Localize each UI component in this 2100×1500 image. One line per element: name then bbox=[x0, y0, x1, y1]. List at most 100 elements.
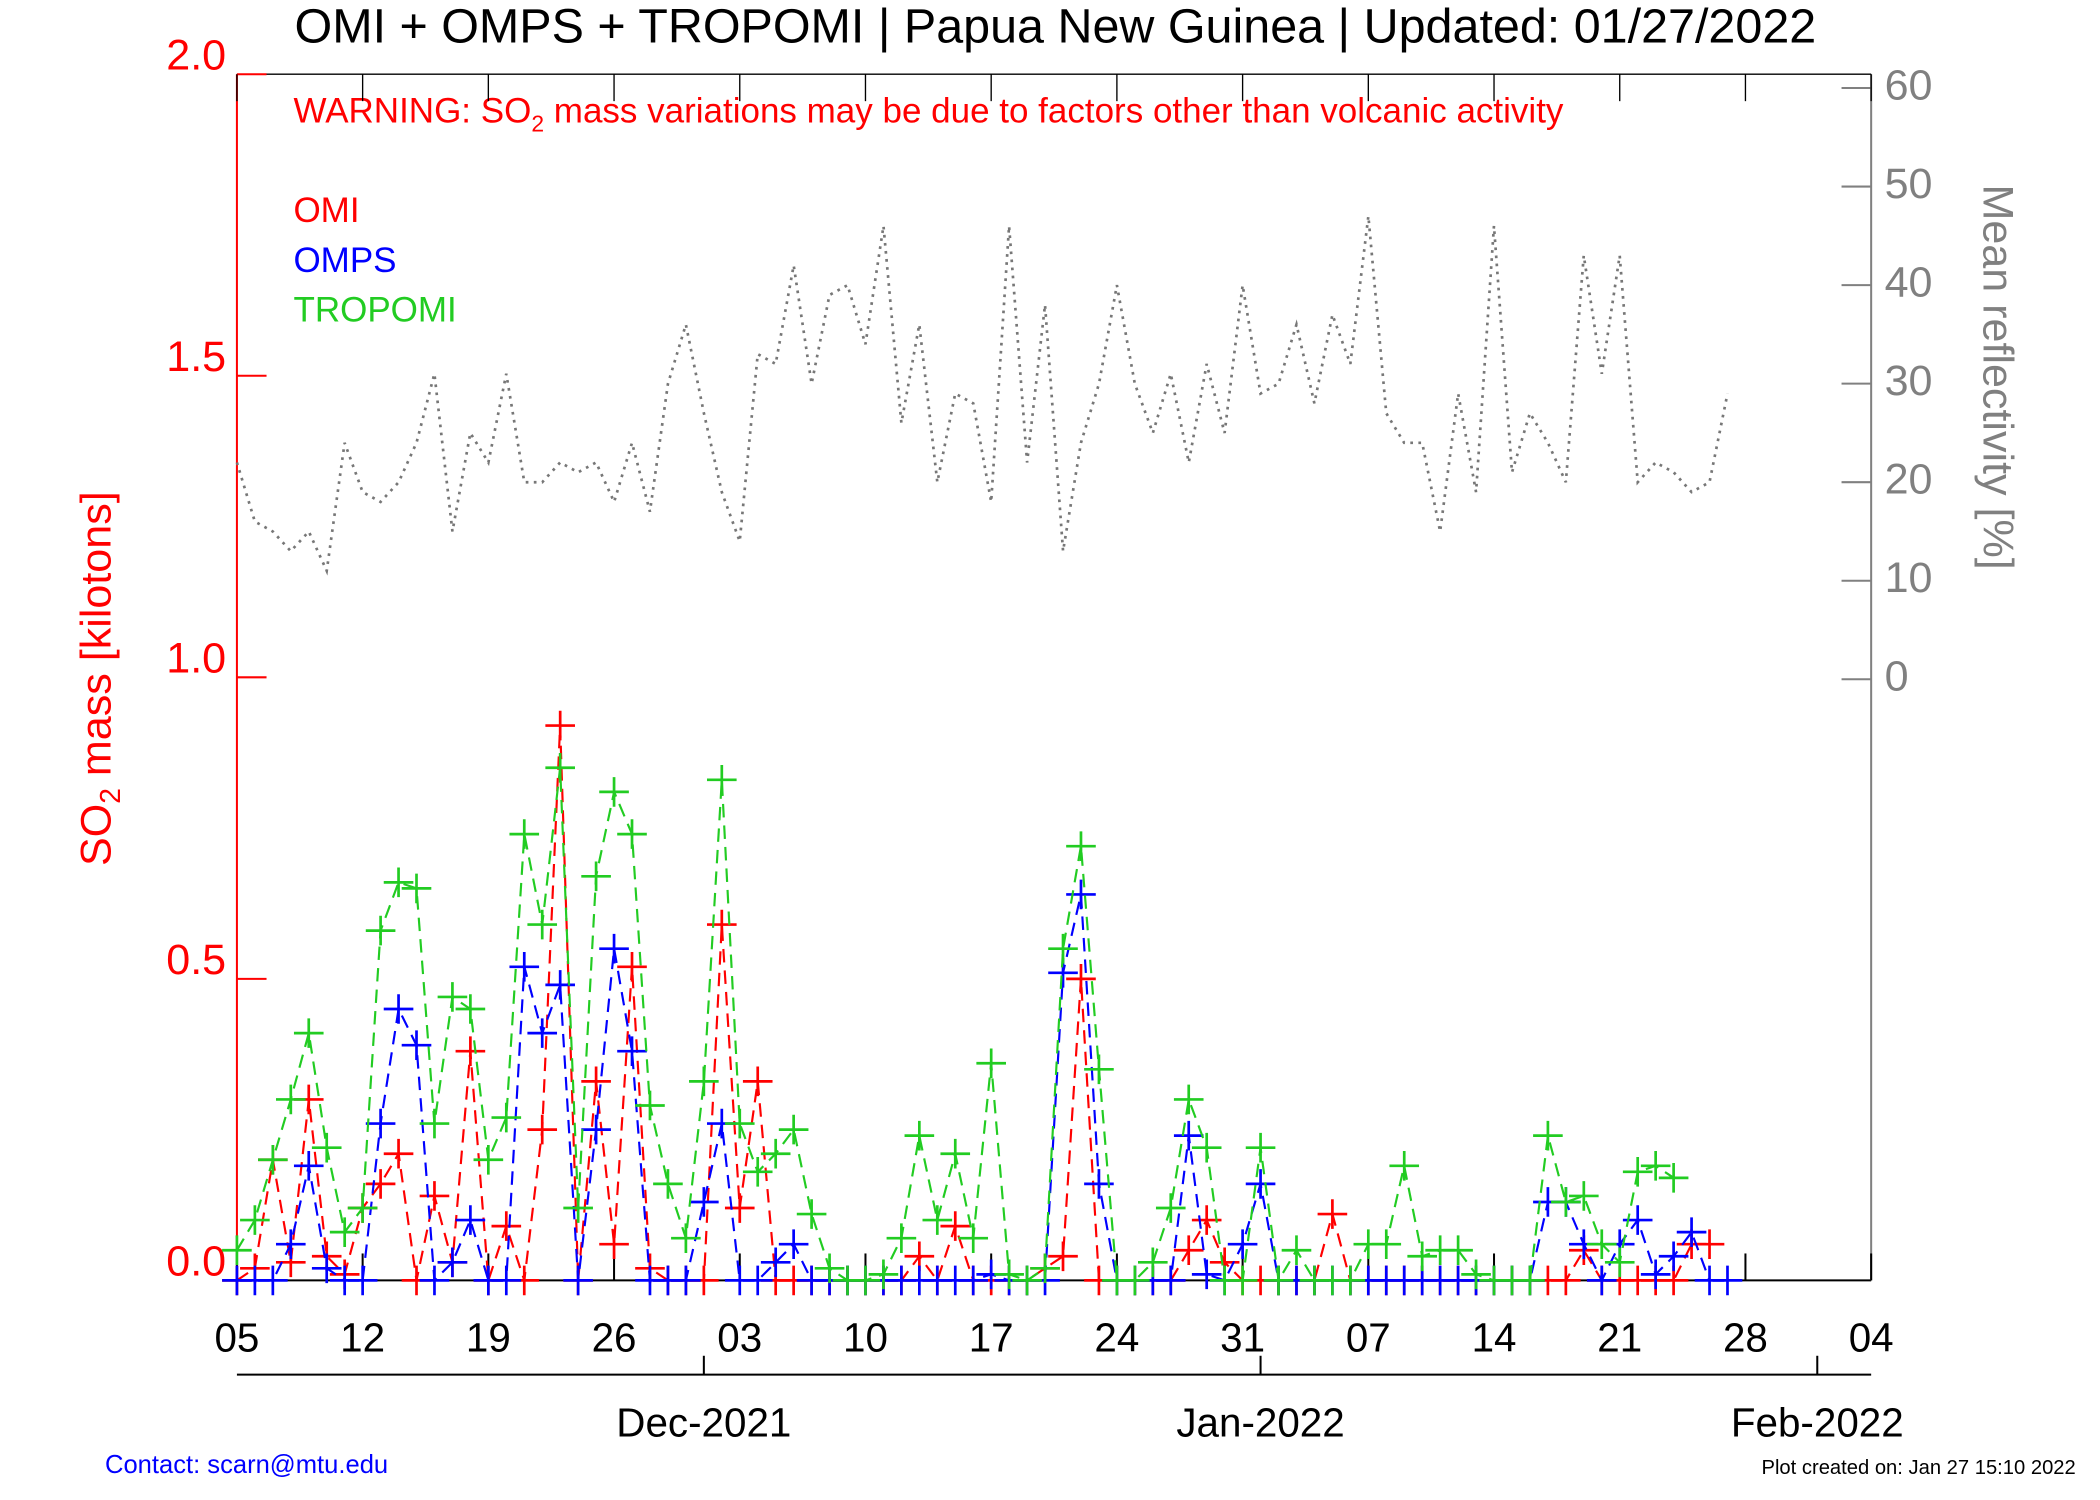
legend-entry: OMI bbox=[293, 191, 359, 230]
y2-tick-label: 30 bbox=[1885, 357, 1933, 405]
data-point bbox=[1173, 1120, 1204, 1151]
y2-tick-label: 60 bbox=[1885, 61, 1933, 109]
data-point bbox=[778, 1229, 809, 1260]
data-point bbox=[653, 1169, 683, 1199]
data-point bbox=[617, 951, 647, 982]
data-point bbox=[383, 1138, 414, 1169]
data-point bbox=[1407, 1241, 1437, 1272]
y2-tick-label: 0 bbox=[1885, 653, 1909, 701]
data-point bbox=[311, 1132, 342, 1163]
data-point bbox=[1191, 1132, 1222, 1163]
data-point bbox=[491, 1211, 522, 1241]
data-point bbox=[724, 1108, 755, 1139]
data-point bbox=[275, 1084, 306, 1115]
y-axis-label: SO2 mass [kilotons] bbox=[73, 491, 127, 866]
x-tick-label: 10 bbox=[843, 1315, 888, 1361]
y-label-subscript: 2 bbox=[95, 788, 127, 804]
data-point bbox=[1281, 1235, 1312, 1266]
data-point bbox=[671, 1223, 701, 1253]
data-point bbox=[581, 1114, 611, 1145]
y2-tick-label: 40 bbox=[1885, 258, 1933, 306]
y-tick-label: 0.0 bbox=[166, 1238, 226, 1286]
data-point bbox=[509, 951, 540, 982]
data-point bbox=[1048, 1241, 1078, 1272]
data-point bbox=[311, 1253, 342, 1284]
data-point bbox=[1569, 1181, 1599, 1211]
data-point bbox=[473, 1144, 504, 1175]
data-point bbox=[1551, 1265, 1581, 1296]
data-point bbox=[706, 765, 737, 795]
warning-annotation: WARNING: SO2 mass variations may be due … bbox=[293, 92, 1563, 137]
data-point bbox=[527, 1114, 558, 1145]
data-point bbox=[1173, 1235, 1204, 1266]
data-point bbox=[1515, 1265, 1545, 1296]
data-point bbox=[365, 915, 396, 946]
data-point bbox=[1712, 1265, 1743, 1296]
data-point bbox=[1604, 1247, 1635, 1278]
data-point bbox=[689, 1187, 719, 1217]
month-tick-label: Feb-2022 bbox=[1731, 1399, 1904, 1445]
data-point bbox=[958, 1223, 989, 1253]
y2-tick-label: 10 bbox=[1885, 554, 1933, 602]
data-point bbox=[1389, 1150, 1420, 1181]
data-point bbox=[617, 1036, 647, 1067]
data-point bbox=[617, 819, 647, 849]
data-point bbox=[1048, 933, 1078, 964]
data-point bbox=[455, 1036, 486, 1067]
x-tick-label: 21 bbox=[1597, 1315, 1642, 1361]
data-point bbox=[1191, 1259, 1222, 1290]
legend-entry: TROPOMI bbox=[293, 291, 456, 330]
data-point bbox=[258, 1265, 288, 1296]
data-point bbox=[958, 1265, 989, 1296]
data-point bbox=[1676, 1217, 1707, 1247]
month-tick-label: Jan-2022 bbox=[1176, 1399, 1344, 1445]
data-point bbox=[1066, 831, 1096, 861]
x-tick-label: 05 bbox=[214, 1315, 259, 1361]
data-point bbox=[724, 1193, 755, 1223]
data-point bbox=[293, 1018, 324, 1048]
x-tick-label: 14 bbox=[1472, 1315, 1517, 1361]
data-point bbox=[222, 1235, 252, 1266]
data-point bbox=[1120, 1265, 1150, 1296]
x-tick-label: 04 bbox=[1849, 1315, 1894, 1361]
y-tick-label: 2.0 bbox=[166, 31, 226, 79]
data-point bbox=[455, 994, 486, 1024]
data-point bbox=[401, 873, 432, 904]
data-point bbox=[527, 909, 558, 940]
warning-subscript: 2 bbox=[531, 110, 544, 136]
data-point bbox=[275, 1229, 306, 1260]
data-point bbox=[976, 1048, 1006, 1079]
data-point bbox=[1155, 1193, 1186, 1223]
data-point bbox=[778, 1114, 809, 1145]
data-point bbox=[240, 1205, 270, 1235]
data-point bbox=[365, 1108, 396, 1139]
data-point bbox=[1461, 1259, 1491, 1290]
data-point bbox=[581, 1066, 611, 1097]
contact: Contact: scarn@mtu.edu bbox=[105, 1451, 388, 1479]
data-point bbox=[599, 1229, 629, 1260]
created-note: Plot created on: Jan 27 15:10 2022 bbox=[1761, 1457, 2075, 1479]
data-point bbox=[1263, 1265, 1294, 1296]
data-point bbox=[1658, 1241, 1689, 1272]
data-point bbox=[329, 1217, 360, 1247]
warning-text: WARNING: SO bbox=[293, 92, 531, 131]
data-point bbox=[419, 1108, 450, 1139]
x-tick-label: 26 bbox=[592, 1315, 637, 1361]
data-point bbox=[922, 1205, 953, 1235]
data-point bbox=[527, 1018, 558, 1048]
data-point bbox=[1443, 1235, 1473, 1266]
y-tick-label: 1.0 bbox=[166, 635, 226, 683]
x-tick-label: 31 bbox=[1220, 1315, 1265, 1361]
data-point bbox=[671, 1265, 701, 1296]
y2-tick-label: 20 bbox=[1885, 456, 1933, 504]
data-point bbox=[545, 752, 575, 783]
data-point bbox=[1335, 1265, 1366, 1296]
x-tick-label: 28 bbox=[1723, 1315, 1768, 1361]
data-point bbox=[814, 1253, 845, 1284]
data-point bbox=[796, 1199, 827, 1229]
y-label-text: mass [kilotons] bbox=[73, 491, 121, 788]
data-point bbox=[437, 1247, 468, 1278]
data-point bbox=[1012, 1265, 1042, 1296]
